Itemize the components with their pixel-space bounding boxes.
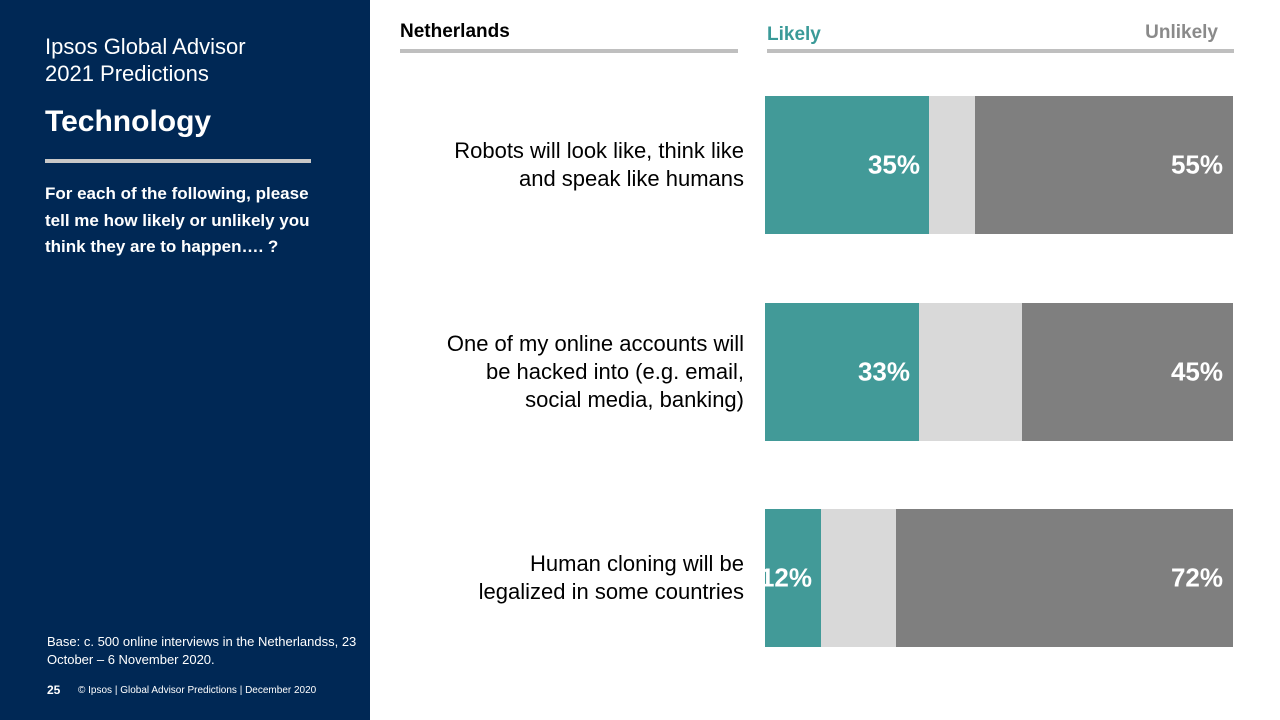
bar-neutral [929, 96, 975, 234]
bar-neutral [821, 509, 896, 647]
category-label-line: be hacked into (e.g. email, [485, 359, 744, 384]
value-label-likely: 35% [867, 149, 920, 180]
section-title: Technology [45, 105, 212, 138]
bar-unlikely [1022, 303, 1233, 441]
brand-title: Ipsos Global Advisor 2021 Predictions [45, 33, 246, 87]
bar-row: 33% 45% [765, 303, 1233, 441]
page-number: 25 [47, 683, 61, 697]
base-note: Base: c. 500 online interviews in the Ne… [47, 634, 357, 667]
category-label-line: and speak like humans [518, 166, 744, 191]
category-label: Robots will look like, think like and spe… [384, 137, 744, 193]
survey-question: For each of the following, please tell m… [45, 184, 310, 256]
bar-row: 12% 72% [760, 509, 1233, 647]
title-divider [45, 159, 311, 163]
bar-likely [765, 303, 919, 441]
value-label-unlikely: 45% [1170, 356, 1223, 387]
category-label-line: Robots will look like, think like [454, 138, 744, 163]
brand-line-1: Ipsos Global Advisor [45, 34, 246, 59]
title-underline [400, 49, 738, 53]
bar-unlikely [975, 96, 1233, 234]
bar-row: 35% 55% [765, 96, 1233, 234]
legend-likely: Likely [767, 24, 821, 45]
value-label-likely: 33% [857, 356, 910, 387]
value-label-unlikely: 72% [1170, 562, 1223, 593]
brand-line-2: 2021 Predictions [45, 61, 209, 86]
footer-copyright: © Ipsos | Global Advisor Predictions | D… [78, 685, 317, 696]
value-label-unlikely: 55% [1170, 149, 1223, 180]
bar-unlikely [896, 509, 1233, 647]
value-label-likely: 12% [759, 562, 812, 593]
category-label-line: social media, banking) [525, 387, 744, 412]
bar-neutral [919, 303, 1022, 441]
chart-title: Netherlands [400, 21, 510, 42]
category-label-line: legalized in some countries [478, 579, 744, 604]
category-label-line: One of my online accounts will [446, 331, 744, 356]
bar-likely [765, 96, 929, 234]
category-label: One of my online accounts will be hacked … [384, 330, 744, 414]
legend-unlikely: Unlikely [1145, 22, 1218, 43]
sidebar-panel: Ipsos Global Advisor 2021 Predictions Te… [0, 0, 370, 720]
category-label-line: Human cloning will be [530, 551, 744, 576]
category-label: Human cloning will be legalized in some c… [384, 550, 744, 606]
bar-likely [765, 509, 821, 647]
legend-underline [767, 49, 1234, 53]
